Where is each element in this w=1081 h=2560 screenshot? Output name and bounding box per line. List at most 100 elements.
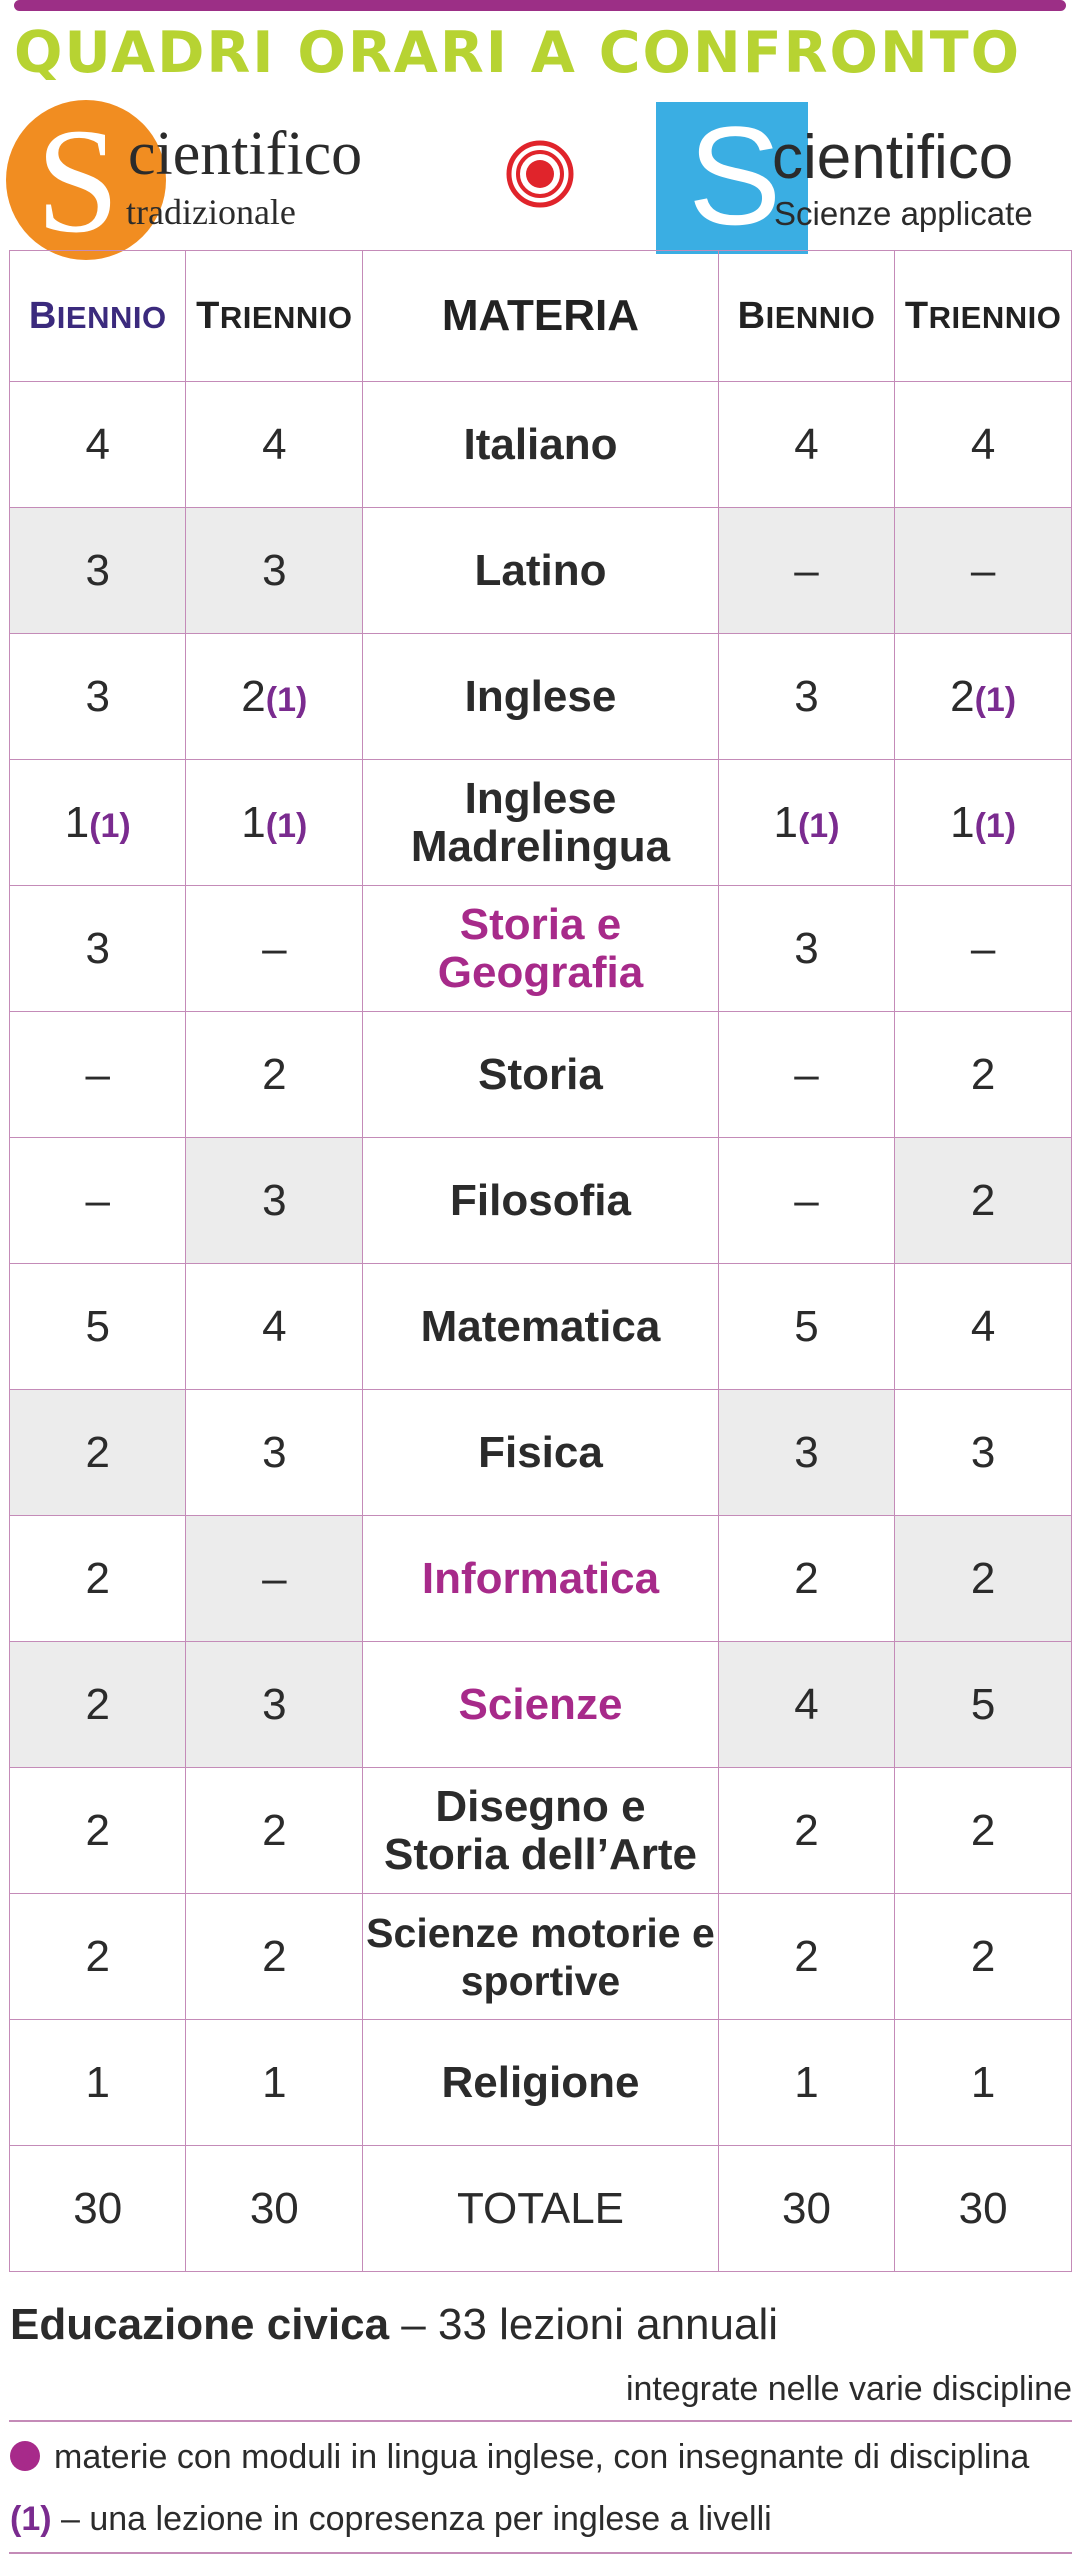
table-row: 2 2 Disegno e Storia dell’Arte 2 2 (8, 1767, 1072, 1894)
table-row: 3 2(1) Inglese 3 2(1) (8, 633, 1072, 760)
cell-triennio-trad: 2 (185, 1767, 364, 1894)
total-biennio-trad: 30 (8, 2145, 187, 2272)
cell-biennio-sa: – (717, 507, 896, 634)
logo-scientifico-scienze-applicate: S cientifico Scienze applicate (656, 102, 1076, 258)
cell-triennio-trad: 2 (185, 1011, 364, 1138)
cell-biennio-sa: 5 (717, 1263, 896, 1390)
cell-biennio-sa: 2 (717, 1893, 896, 2020)
cell-materia: Religione (362, 2019, 719, 2146)
table-row: 2 2 Scienze motorie e sportive 2 2 (8, 1893, 1072, 2020)
cell-triennio-trad: 3 (185, 1389, 364, 1516)
cell-triennio-trad: 2 (185, 1893, 364, 2020)
cell-biennio-trad: 2 (8, 1389, 187, 1516)
header-biennio-left: BIENNIO (8, 250, 187, 382)
cell-triennio-trad: 4 (185, 1263, 364, 1390)
cell-biennio-trad: 5 (8, 1263, 187, 1390)
header-triennio-left: TRIENNIO (185, 250, 364, 382)
cell-triennio-sa: 1 (894, 2019, 1072, 2146)
cell-triennio-trad: – (185, 1515, 364, 1642)
cell-triennio-sa: 3 (894, 1389, 1072, 1516)
legend-english-modules: materie con moduli in lingua inglese, co… (10, 2438, 1029, 2477)
cell-biennio-sa: – (717, 1137, 896, 1264)
cell-biennio-trad: 1 (8, 2019, 187, 2146)
cell-biennio-sa: – (717, 1011, 896, 1138)
cell-materia: Latino (362, 507, 719, 634)
cell-biennio-sa: 2 (717, 1515, 896, 1642)
cell-triennio-sa: 2 (894, 1515, 1072, 1642)
cell-biennio-trad: 3 (8, 885, 187, 1012)
cell-materia: Informatica (362, 1515, 719, 1642)
cell-triennio-sa: 2 (894, 1767, 1072, 1894)
cell-triennio-sa: – (894, 885, 1072, 1012)
cell-biennio-sa: 3 (717, 1389, 896, 1516)
cell-materia: Filosofia (362, 1137, 719, 1264)
divider (9, 2420, 1072, 2422)
table-header-row: BIENNIO TRIENNIO MATERIA BIENNIO TRIENNI… (8, 250, 1072, 382)
logo-right-word: cientifico (772, 123, 1014, 192)
cell-materia: Italiano (362, 381, 719, 508)
logo-left-letter: S (36, 98, 120, 264)
cell-biennio-sa: 1 (717, 2019, 896, 2146)
cell-biennio-trad: 2 (8, 1641, 187, 1768)
schedule-table: BIENNIO TRIENNIO MATERIA BIENNIO TRIENNI… (8, 250, 1072, 2272)
magenta-dot-icon (10, 2441, 40, 2471)
cell-materia: Disegno e Storia dell’Arte (362, 1767, 719, 1894)
target-icon (506, 140, 574, 208)
table-row: 4 4 Italiano 4 4 (8, 381, 1072, 508)
educazione-civica-subnote: integrate nelle varie discipline (625, 2370, 1072, 2408)
cell-triennio-sa: 4 (894, 1263, 1072, 1390)
cell-triennio-trad: 3 (185, 1137, 364, 1264)
cell-triennio-sa: 2 (894, 1011, 1072, 1138)
cell-materia: Scienze motorie e sportive (362, 1893, 719, 2020)
cell-triennio-sa: 5 (894, 1641, 1072, 1768)
cell-biennio-trad: 3 (8, 633, 187, 760)
cell-biennio-trad: – (8, 1137, 187, 1264)
table-total-row: 30 30 TOTALE 30 30 (8, 2145, 1072, 2272)
page-title: QUADRI ORARI A CONFRONTO (14, 20, 1022, 86)
cell-materia: Storia e Geografia (362, 885, 719, 1012)
total-triennio-sa: 30 (894, 2145, 1072, 2272)
cell-materia: Fisica (362, 1389, 719, 1516)
educazione-civica-note: Educazione civica – 33 lezioni annuali (10, 2300, 779, 2349)
cell-biennio-sa: 3 (717, 885, 896, 1012)
cell-biennio-trad: 3 (8, 507, 187, 634)
cell-triennio-trad: 3 (185, 507, 364, 634)
cell-triennio-sa: 4 (894, 381, 1072, 508)
total-biennio-sa: 30 (717, 2145, 896, 2272)
cell-biennio-sa: 4 (717, 1641, 896, 1768)
cell-materia: Inglese (362, 633, 719, 760)
header-biennio-right: BIENNIO (717, 250, 896, 382)
cell-triennio-sa: – (894, 507, 1072, 634)
legend-copresence: (1) – una lezione in copresenza per ingl… (10, 2500, 772, 2538)
cell-biennio-trad: 2 (8, 1515, 187, 1642)
cell-triennio-sa: 1(1) (894, 759, 1072, 886)
bottom-divider (9, 2552, 1072, 2554)
total-triennio-trad: 30 (185, 2145, 364, 2272)
table-row: 2 – Informatica 2 2 (8, 1515, 1072, 1642)
table-row: 2 3 Fisica 3 3 (8, 1389, 1072, 1516)
table-row: 5 4 Matematica 5 4 (8, 1263, 1072, 1390)
cell-materia: Storia (362, 1011, 719, 1138)
cell-biennio-sa: 2 (717, 1767, 896, 1894)
cell-triennio-trad: 4 (185, 381, 364, 508)
cell-biennio-trad: 1(1) (8, 759, 187, 886)
orange-circle (6, 100, 166, 260)
cell-triennio-trad: 1 (185, 2019, 364, 2146)
logo-right-subtitle: Scienze applicate (774, 195, 1033, 232)
header-triennio-right: TRIENNIO (894, 250, 1072, 382)
table-row: 1(1) 1(1) Inglese Madrelingua 1(1) 1(1) (8, 759, 1072, 886)
cell-biennio-trad: 2 (8, 1893, 187, 2020)
table-row: 3 – Storia e Geografia 3 – (8, 885, 1072, 1012)
cell-biennio-trad: 2 (8, 1767, 187, 1894)
blue-square (656, 102, 808, 254)
cell-triennio-sa: 2(1) (894, 633, 1072, 760)
logo-scientifico-tradizionale: S cientifico tradizionale (0, 100, 500, 260)
table-row: 3 3 Latino – – (8, 507, 1072, 634)
total-label: TOTALE (362, 2145, 719, 2272)
cell-materia: Scienze (362, 1641, 719, 1768)
table-row: – 3 Filosofia – 2 (8, 1137, 1072, 1264)
logo-right-letter: S (688, 97, 782, 254)
cell-biennio-trad: 4 (8, 381, 187, 508)
cell-triennio-trad: 1(1) (185, 759, 364, 886)
cell-triennio-trad: – (185, 885, 364, 1012)
